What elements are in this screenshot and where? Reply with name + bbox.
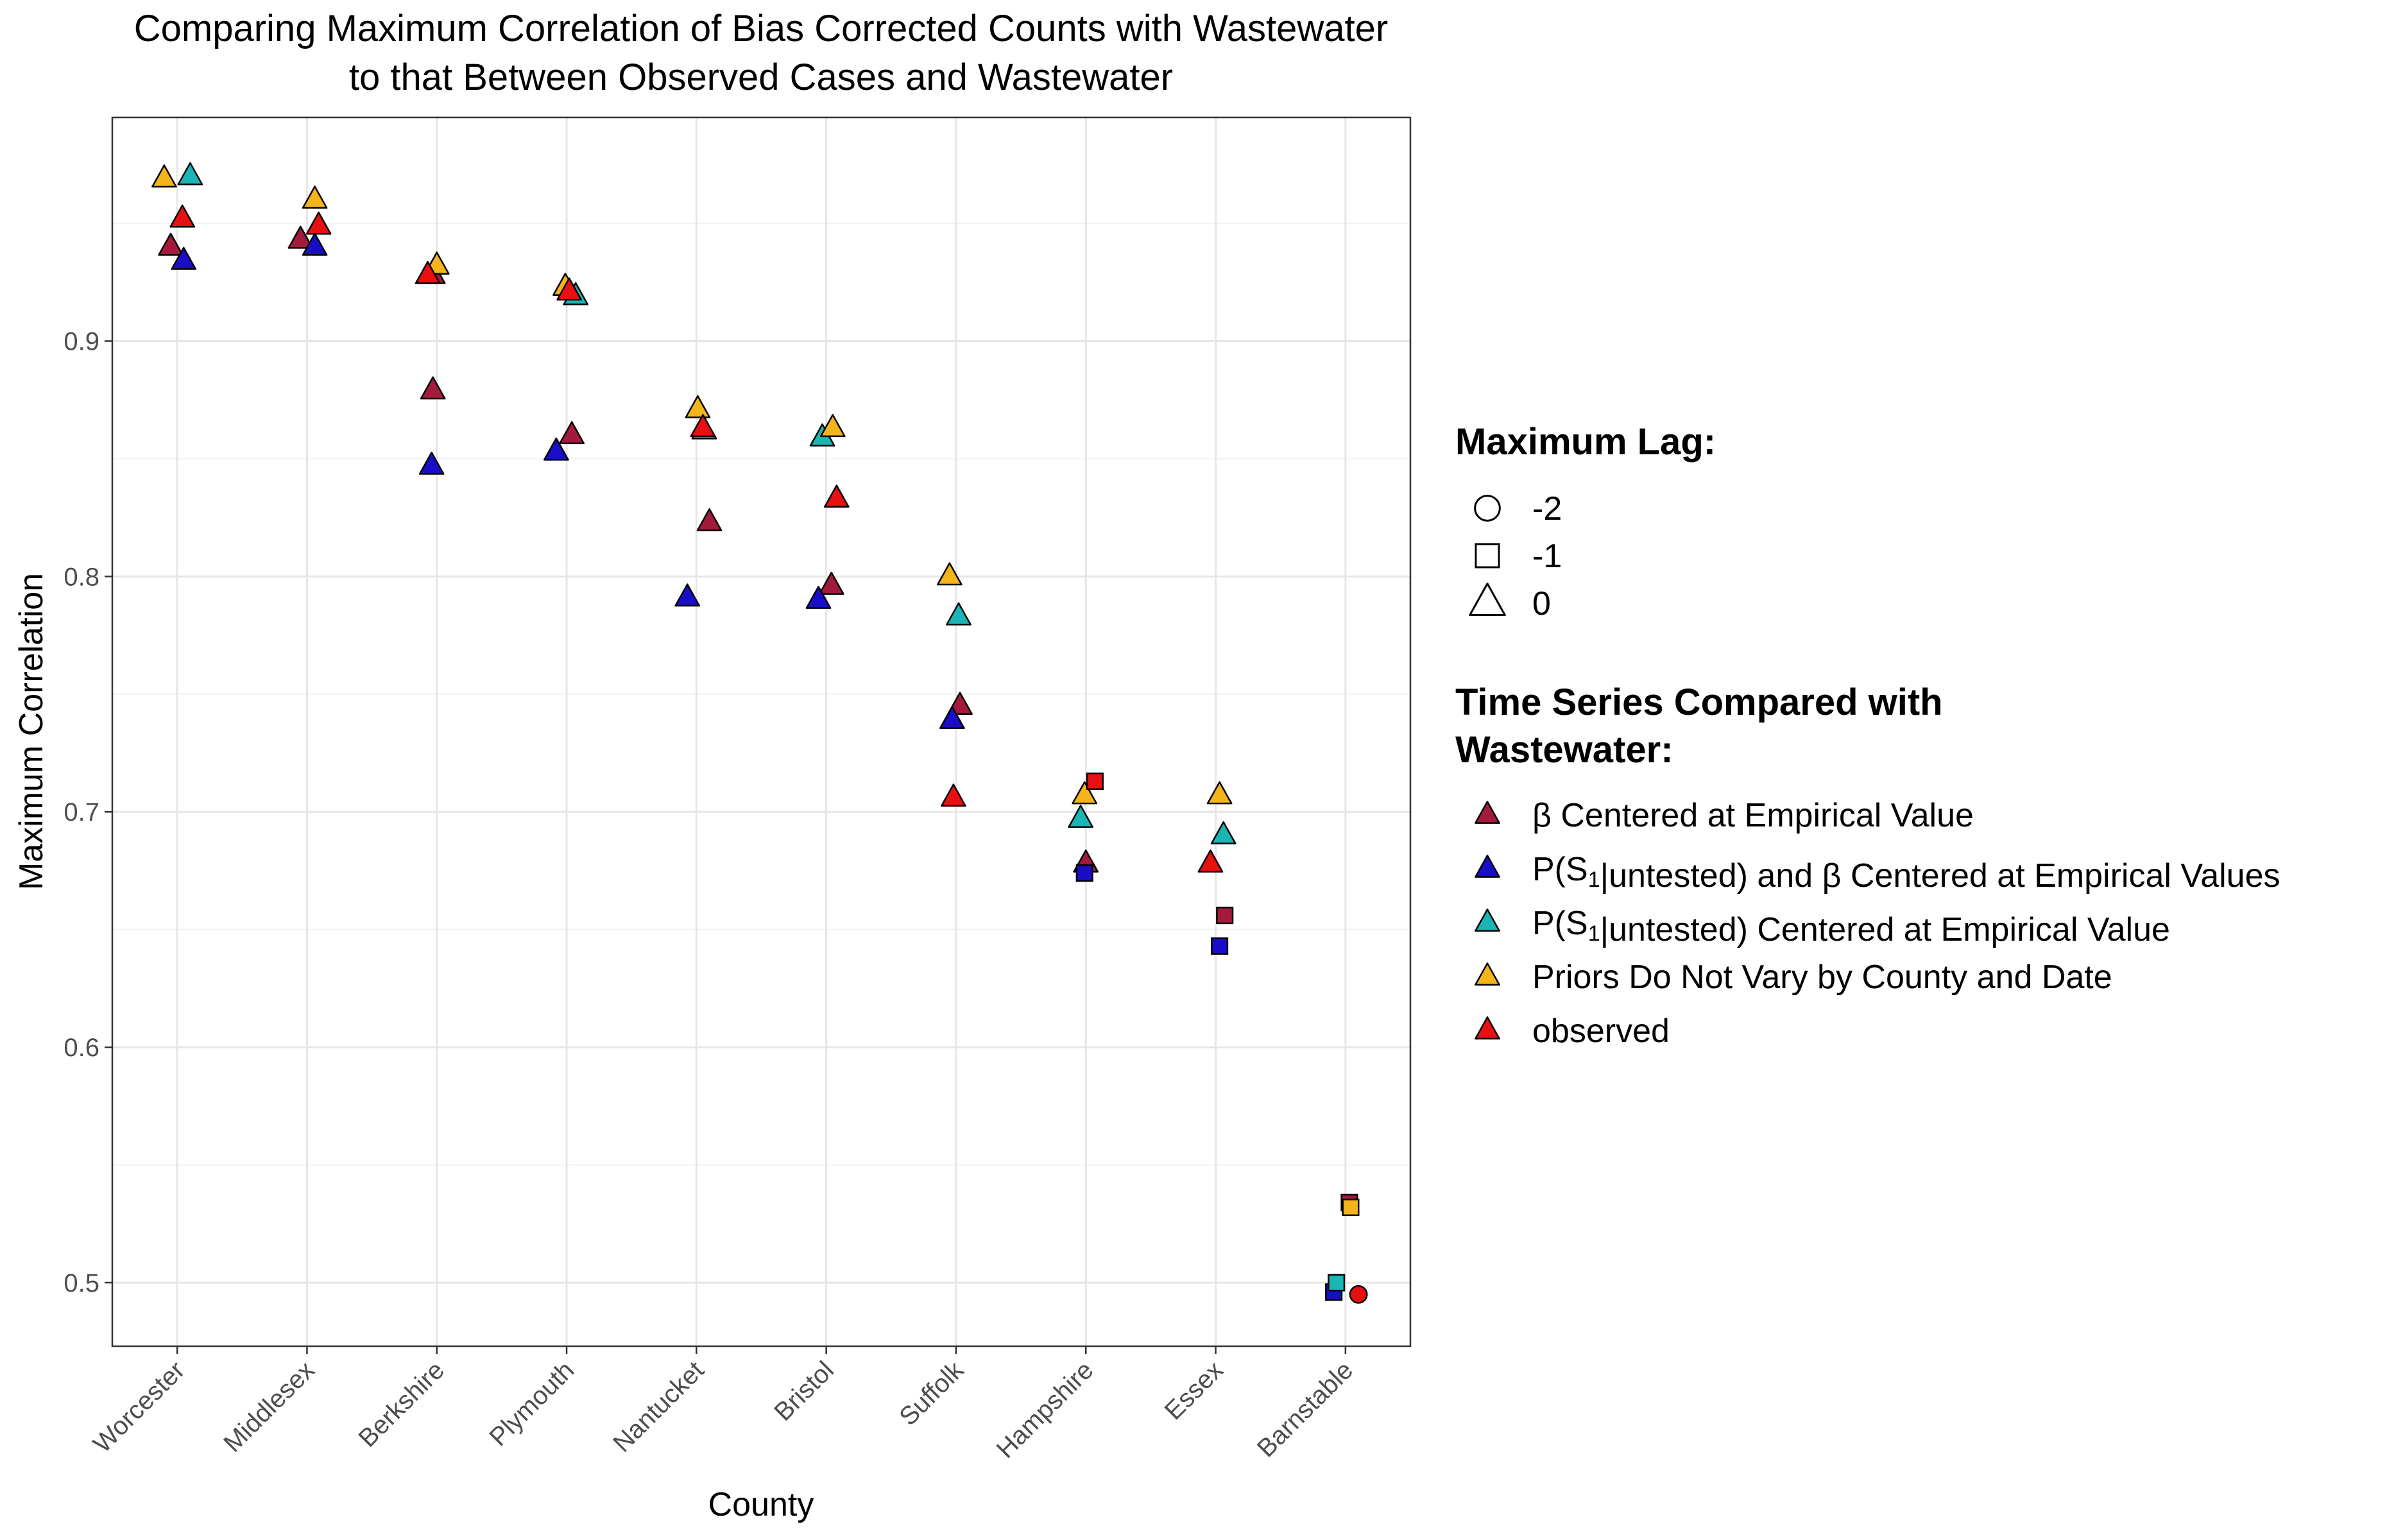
legend-color-label: P(S1|untested) Centered at Empirical Val… [1532,905,2170,948]
legend-color-key [1475,854,1500,878]
data-point [818,572,844,595]
data-point [1075,864,1093,882]
data-point [559,421,585,445]
x-axis-title: County [708,1486,814,1523]
data-point [1349,1285,1368,1304]
data-point [936,562,963,586]
legend-color-title-line-1: Time Series Compared with [1455,681,1943,723]
data-point [415,261,441,284]
data-point [946,602,971,626]
data-point [685,395,711,418]
plot-panel-border [111,116,1412,1348]
legend-shape-label: -2 [1532,490,1562,527]
data-point [556,277,582,301]
legend-color-label: P(S1|untested) and β Centered at Empiric… [1532,851,2280,894]
plot-panel [112,117,1410,1346]
legend-shape-key-circle [1474,495,1501,522]
legend-color-key [1475,908,1500,932]
data-point [819,414,846,438]
legend-color-label: β Centered at Empirical Value [1532,797,1974,834]
legend-color-key [1475,800,1500,824]
data-point [805,586,832,609]
legend-color-label: Priors Do Not Vary by County and Date [1532,959,2112,996]
x-tick-label: Essex [1159,1356,1229,1425]
legend-shape-title: Maximum Lag: [1455,421,1716,463]
x-tick-label: Plymouth [484,1356,579,1451]
y-axis-title: Maximum Correlation [13,573,50,890]
data-point [305,211,332,235]
data-point [169,204,196,228]
y-tick-label: 0.5 [64,1269,99,1297]
legend-maximum-lag: Maximum Lag: -2 -1 0 [1455,421,1716,622]
legend-time-series: Time Series Compared with Wastewater: β … [1455,681,2280,1050]
data-point [696,508,723,531]
legend-color-label: observed [1532,1013,1670,1050]
grid-minor-lines [112,223,1410,1166]
data-point [177,162,203,185]
data-point [823,484,850,508]
legend-shape-key-square [1475,543,1500,569]
x-tick-label: Hampshire [991,1356,1099,1464]
legend-shape-label: 0 [1532,585,1551,622]
data-point [690,414,716,438]
data-point [158,232,184,256]
x-tick-label: Middlesex [218,1356,320,1457]
data-point [151,164,177,188]
data-point [1210,821,1236,844]
data-point [1328,1274,1346,1292]
data-point [939,706,965,730]
x-tick-label: Worcester [88,1356,190,1458]
chart-title: Comparing Maximum Correlation of Bias Co… [134,8,1388,98]
legend-color-key [1475,962,1500,986]
y-tick-label: 0.9 [64,328,99,356]
data-point [543,437,569,461]
x-tick-label: Suffolk [894,1356,970,1432]
x-tick-label: Berkshire [354,1356,450,1453]
data-point [1206,781,1233,805]
y-tick-label: 0.6 [64,1034,99,1062]
data-point [674,583,701,607]
x-tick-label: Bristol [769,1356,839,1426]
y-axis: 0.5 0.6 0.7 0.8 0.9 [64,328,112,1297]
data-point [1072,781,1098,805]
data-point [941,783,966,807]
data-point [302,232,328,256]
data-point [1216,907,1234,925]
chart-title-line-2: to that Between Observed Cases and Waste… [349,56,1173,98]
y-tick-label: 0.8 [64,563,99,591]
data-point [171,246,197,270]
y-tick-label: 0.7 [64,798,99,826]
legend-color-key [1475,1016,1500,1040]
data-point [287,225,314,249]
data-point [418,451,445,475]
x-tick-label: Nantucket [608,1356,709,1457]
data-point [302,185,328,209]
data-point [420,376,446,400]
legend-shape-label: -1 [1532,538,1562,575]
x-tick-label: Barnstable [1252,1356,1358,1462]
chart-title-line-1: Comparing Maximum Correlation of Bias Co… [134,8,1388,49]
data-point [1342,1199,1360,1217]
legend-color-title-line-2: Wastewater: [1455,729,1673,771]
data-points [151,162,1368,1304]
data-point [1068,805,1094,828]
data-point [1197,849,1224,873]
grid-major-lines [112,117,1410,1346]
legend-shape-key-triangle [1469,583,1506,616]
x-axis: Worcester Middlesex Berkshire Plymouth Nantu… [88,1346,1358,1464]
data-point [1211,937,1229,955]
data-point [1086,772,1104,791]
